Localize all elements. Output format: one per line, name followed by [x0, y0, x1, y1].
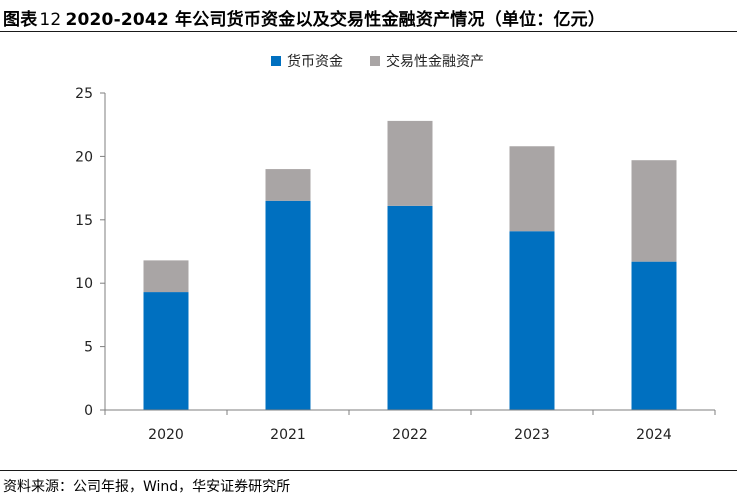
figure-title: 2020-2042 年公司货币资金以及交易性金融资产情况（单位：亿元）: [65, 10, 606, 30]
legend-label-1: 交易性金融资产: [386, 53, 484, 70]
y-tick-label: 20: [75, 149, 93, 165]
figure-label: 图表: [3, 10, 38, 30]
source-note: 资料来源：公司年报，Wind，华安证券研究所: [3, 479, 291, 495]
bar-2020-series-1: [143, 260, 189, 293]
bar-2023-series-1: [509, 146, 555, 232]
x-tick-label: 2024: [636, 427, 672, 443]
source-bar: 资料来源：公司年报，Wind，华安证券研究所: [0, 470, 737, 499]
legend-label-0: 货币资金: [287, 53, 343, 70]
y-tick-label: 5: [84, 340, 93, 356]
bar-2021-series-1: [265, 169, 311, 201]
bar-2024-series-1: [631, 160, 677, 262]
chart-title: 图表 12 2020-2042 年公司货币资金以及交易性金融资产情况（单位：亿元）: [3, 5, 605, 30]
figure-number: 12: [39, 10, 62, 30]
x-tick-label: 2023: [514, 427, 550, 443]
x-axis: 2020 2021 2022 2023 2024: [104, 409, 716, 443]
bar-2020-series-0: [143, 292, 189, 410]
legend-swatch-1: [370, 56, 380, 66]
bar-2024-series-0: [631, 261, 677, 410]
bars: [143, 120, 677, 410]
y-tick-label: 0: [84, 403, 93, 419]
bar-2023-series-0: [509, 231, 555, 410]
bar-2022-series-1: [387, 120, 433, 206]
x-tick-label: 2021: [270, 427, 306, 443]
bar-2022-series-0: [387, 205, 433, 410]
y-tick-label: 25: [75, 86, 93, 102]
x-tick-label: 2022: [392, 427, 428, 443]
y-tick-label: 10: [75, 276, 93, 292]
x-tick-label: 2020: [148, 427, 184, 443]
legend-swatch-0: [271, 56, 281, 66]
y-axis: 0 5 10 15 20 25: [75, 86, 106, 419]
bar-2021-series-0: [265, 200, 311, 410]
legend: 货币资金 交易性金融资产: [271, 53, 484, 70]
y-tick-label: 15: [75, 213, 93, 229]
title-bar: 图表 12 2020-2042 年公司货币资金以及交易性金融资产情况（单位：亿元）: [0, 0, 737, 32]
